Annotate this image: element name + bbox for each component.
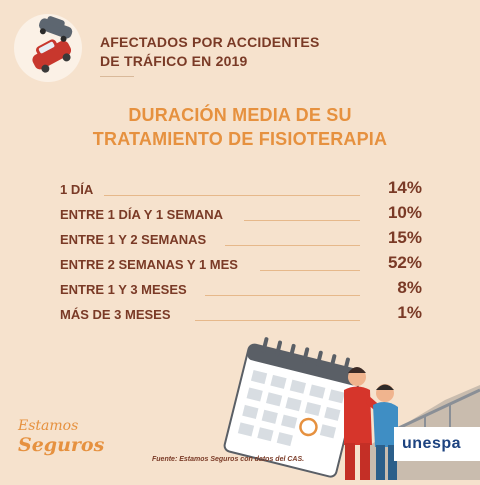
car-crash-icon (14, 14, 82, 82)
list-item: ENTRE 1 Y 3 MESES 8% (60, 278, 422, 303)
list-item: ENTRE 1 Y 2 SEMANAS 15% (60, 228, 422, 253)
list-item: ENTRE 2 SEMANAS Y 1 MES 52% (60, 253, 422, 278)
header-title: AFECTADOS POR ACCIDENTES DE TRÁFICO EN 2… (100, 33, 319, 71)
row-value: 10% (387, 203, 422, 222)
main-title-line1: DURACIÓN MEDIA DE SU (128, 105, 352, 125)
row-value: 8% (397, 278, 422, 297)
source-note: Fuente: Estamos Seguros con datos del CA… (152, 456, 305, 463)
brand-line1: Estamos (18, 418, 79, 434)
row-value: 15% (387, 228, 422, 247)
row-leader-line (244, 220, 360, 221)
row-leader-line (195, 320, 360, 321)
row-label: ENTRE 2 SEMANAS Y 1 MES (60, 257, 238, 272)
row-label: 1 DÍA (60, 182, 94, 197)
header-divider (100, 76, 134, 77)
list-item: MÁS DE 3 MESES 1% (60, 303, 422, 328)
unespa-logo: unespa (402, 435, 462, 452)
header-title-line1: AFECTADOS POR ACCIDENTES (100, 34, 320, 50)
physiotherapist-icon (344, 367, 385, 480)
row-leader-line (260, 270, 360, 271)
row-label: ENTRE 1 Y 2 SEMANAS (60, 232, 207, 247)
row-label: MÁS DE 3 MESES (60, 307, 171, 322)
row-leader-line (205, 295, 360, 296)
row-leader-line (225, 245, 360, 246)
row-label: ENTRE 1 DÍA Y 1 SEMANA (60, 207, 224, 222)
calendar-icon (223, 337, 362, 478)
duration-list: 1 DÍA 14% ENTRE 1 DÍA Y 1 SEMANA 10% ENT… (60, 178, 422, 328)
patient-icon (373, 384, 398, 480)
unespa-logo-background (394, 427, 480, 461)
row-label: ENTRE 1 Y 3 MESES (60, 282, 187, 297)
brand-line2: Seguros (18, 434, 105, 456)
list-item: 1 DÍA 14% (60, 178, 422, 203)
main-title-line2: TRATAMIENTO DE FISIOTERAPIA (92, 129, 388, 149)
row-value: 14% (387, 178, 422, 197)
row-leader-line (104, 195, 360, 196)
row-value: 1% (397, 303, 422, 322)
row-value: 52% (387, 253, 422, 272)
main-title: DURACIÓN MEDIA DE SU TRATAMIENTO DE FISI… (0, 103, 480, 151)
header-title-line2: DE TRÁFICO EN 2019 (100, 53, 248, 69)
list-item: ENTRE 1 DÍA Y 1 SEMANA 10% (60, 203, 422, 228)
estamos-seguros-logo: Estamos Seguros (18, 418, 105, 464)
